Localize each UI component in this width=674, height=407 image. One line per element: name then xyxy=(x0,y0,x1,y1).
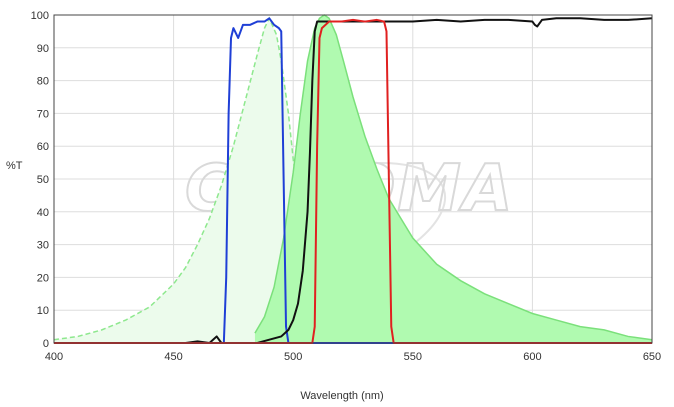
excitation-filter-line xyxy=(54,17,652,344)
x-tick-label: 600 xyxy=(523,351,541,363)
y-axis-label: %T xyxy=(6,160,23,172)
y-tick-labels: 0 10 20 30 40 50 60 70 80 90 100 xyxy=(31,10,49,350)
y-tick-label: 90 xyxy=(37,43,49,55)
excitation-filter-series xyxy=(54,17,652,344)
y-tick-label: 50 xyxy=(37,174,49,186)
x-tick-label: 650 xyxy=(643,351,661,363)
excitation-spectrum-outline xyxy=(53,16,366,344)
y-tick-label: 60 xyxy=(37,141,49,153)
y-tick-label: 20 xyxy=(37,272,49,284)
y-tick-label: 70 xyxy=(37,108,49,120)
x-tick-label: 400 xyxy=(45,351,63,363)
y-tick-label: 30 xyxy=(37,240,49,252)
x-tick-label: 450 xyxy=(164,351,182,363)
emission-spectrum-area xyxy=(254,15,652,343)
y-tick-label: 0 xyxy=(43,338,49,350)
x-tick-label: 550 xyxy=(404,351,422,363)
y-tick-label: 80 xyxy=(37,76,49,88)
y-tick-label: 100 xyxy=(31,10,49,22)
emission-spectrum-series xyxy=(254,14,653,343)
plot-border xyxy=(53,14,653,344)
emission-spectrum-outline xyxy=(254,14,653,341)
emission-filter-series xyxy=(54,18,652,344)
emission-filter-line xyxy=(54,18,652,344)
x-tick-label: 500 xyxy=(284,351,302,363)
x-axis-label: Wavelength (nm) xyxy=(300,390,383,402)
x-tick-labels: 400 450 500 550 600 650 xyxy=(45,351,661,363)
y-tick-label: 10 xyxy=(37,305,49,317)
plot-frame xyxy=(53,14,653,344)
y-tick-label: 40 xyxy=(37,207,49,219)
